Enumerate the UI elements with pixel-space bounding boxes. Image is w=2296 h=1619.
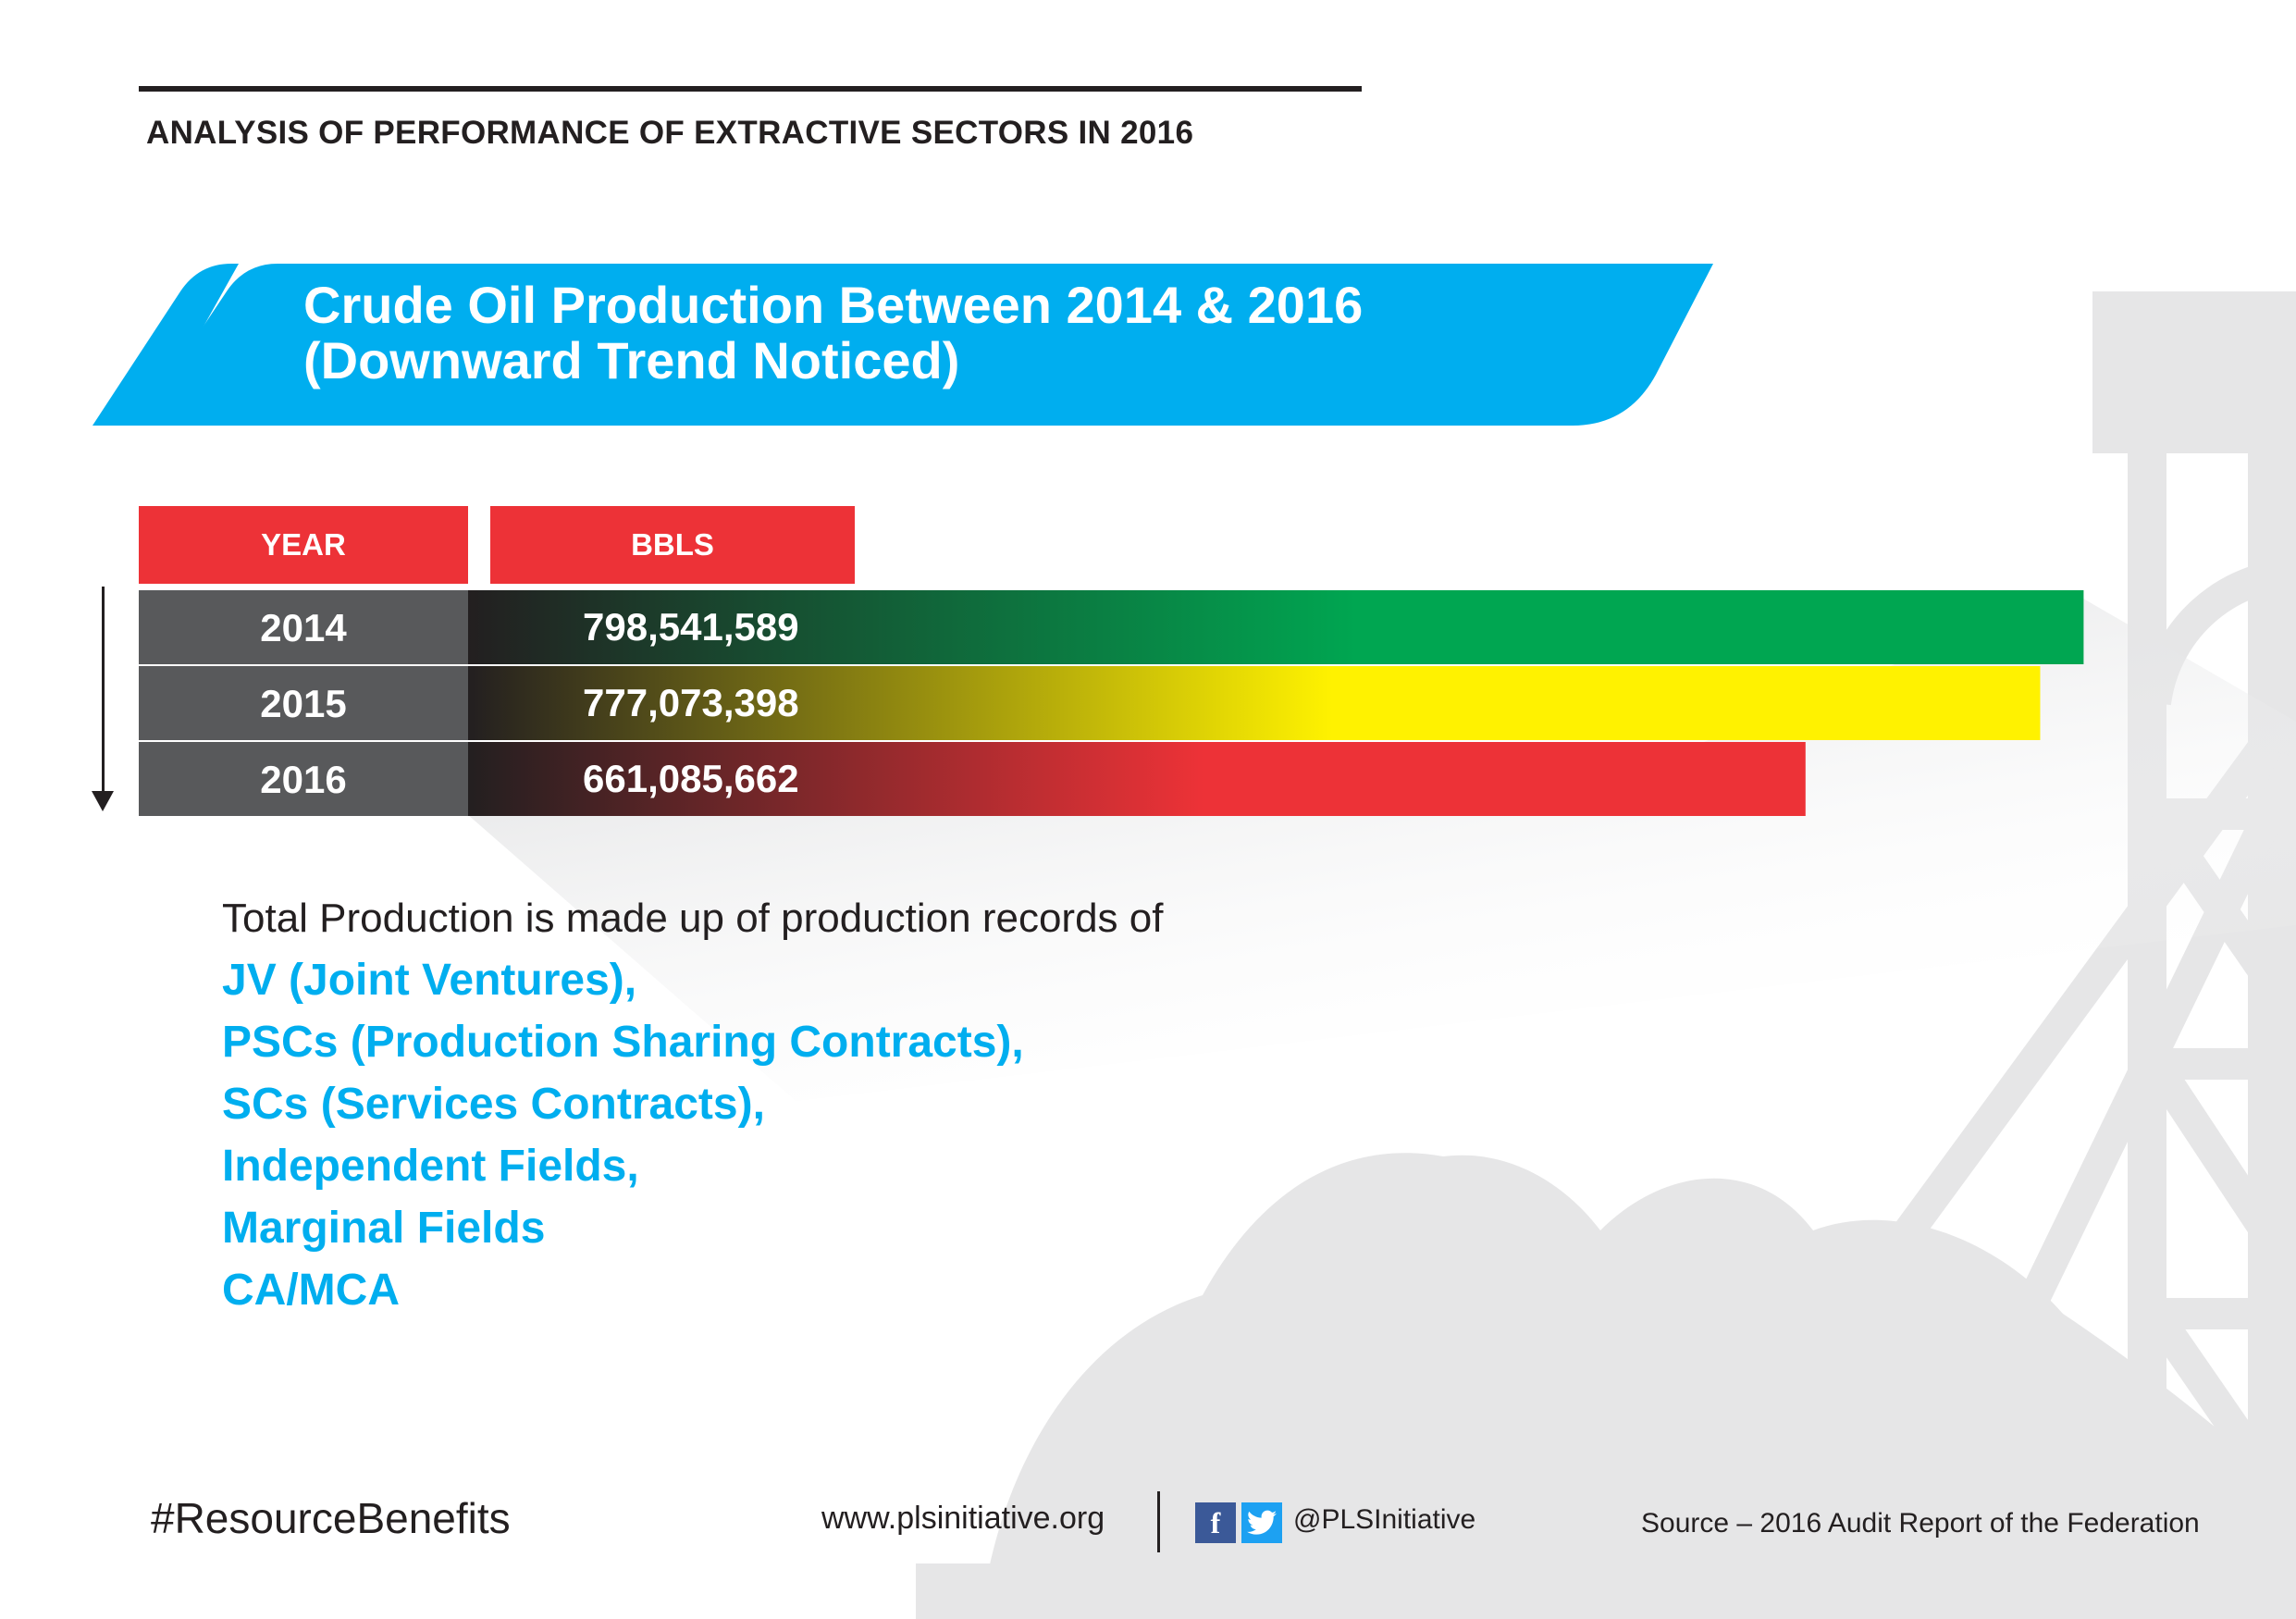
bbls-column-header: BBLS [490,506,855,584]
composition-item: PSCs (Production Sharing Contracts), [222,1018,1024,1067]
year-cell-2014 [139,590,468,664]
value-label: 777,073,398 [583,681,799,724]
year-label: 2016 [260,758,346,801]
composition-intro: Total Production is made up of productio… [222,896,1164,941]
footer-divider [1157,1491,1160,1552]
year-column-header: YEAR [139,506,468,584]
year-label: 2015 [260,682,346,725]
twitter-icon[interactable] [1241,1502,1282,1543]
chart-title: Crude Oil Production Between 2014 & 2016… [303,278,1363,389]
year-cell-2015 [139,666,468,740]
down-arrow-icon [102,587,105,792]
bar-2014 [468,590,2084,664]
title-banner [93,264,1713,426]
composition-item: CA/MCA [222,1266,400,1315]
facebook-icon[interactable]: f [1195,1502,1236,1543]
value-label: 798,541,589 [583,605,799,649]
composition-block: Total Production is made up of productio… [222,888,1163,1321]
year-label: 2014 [260,606,347,649]
twitter-bird-glyph [1247,1510,1277,1535]
bar-2015 [468,666,2041,740]
source-note: Source – 2016 Audit Report of the Federa… [1641,1508,2200,1539]
chart-title-line1: Crude Oil Production Between 2014 & 2016 [303,276,1364,334]
down-arrow-head [92,791,114,811]
composition-item: Independent Fields, [222,1142,639,1191]
value-label: 661,085,662 [583,757,799,800]
composition-item: JV (Joint Ventures), [222,956,637,1005]
composition-item: SCs (Services Contracts), [222,1080,765,1129]
composition-item: Marginal Fields [222,1204,546,1253]
year-cell-2016 [139,742,468,816]
page-heading: ANALYSIS OF PERFORMANCE OF EXTRACTIVE SE… [146,115,1194,151]
top-rule [139,86,1362,92]
website-link[interactable]: www.plsinitiative.org [821,1501,1105,1536]
hashtag: #ResourceBenefits [151,1494,511,1542]
chart-subtitle: (Downward Trend Noticed) [303,331,960,389]
bar-2016 [468,742,1806,816]
social-handle[interactable]: @PLSInitiative [1293,1504,1476,1535]
